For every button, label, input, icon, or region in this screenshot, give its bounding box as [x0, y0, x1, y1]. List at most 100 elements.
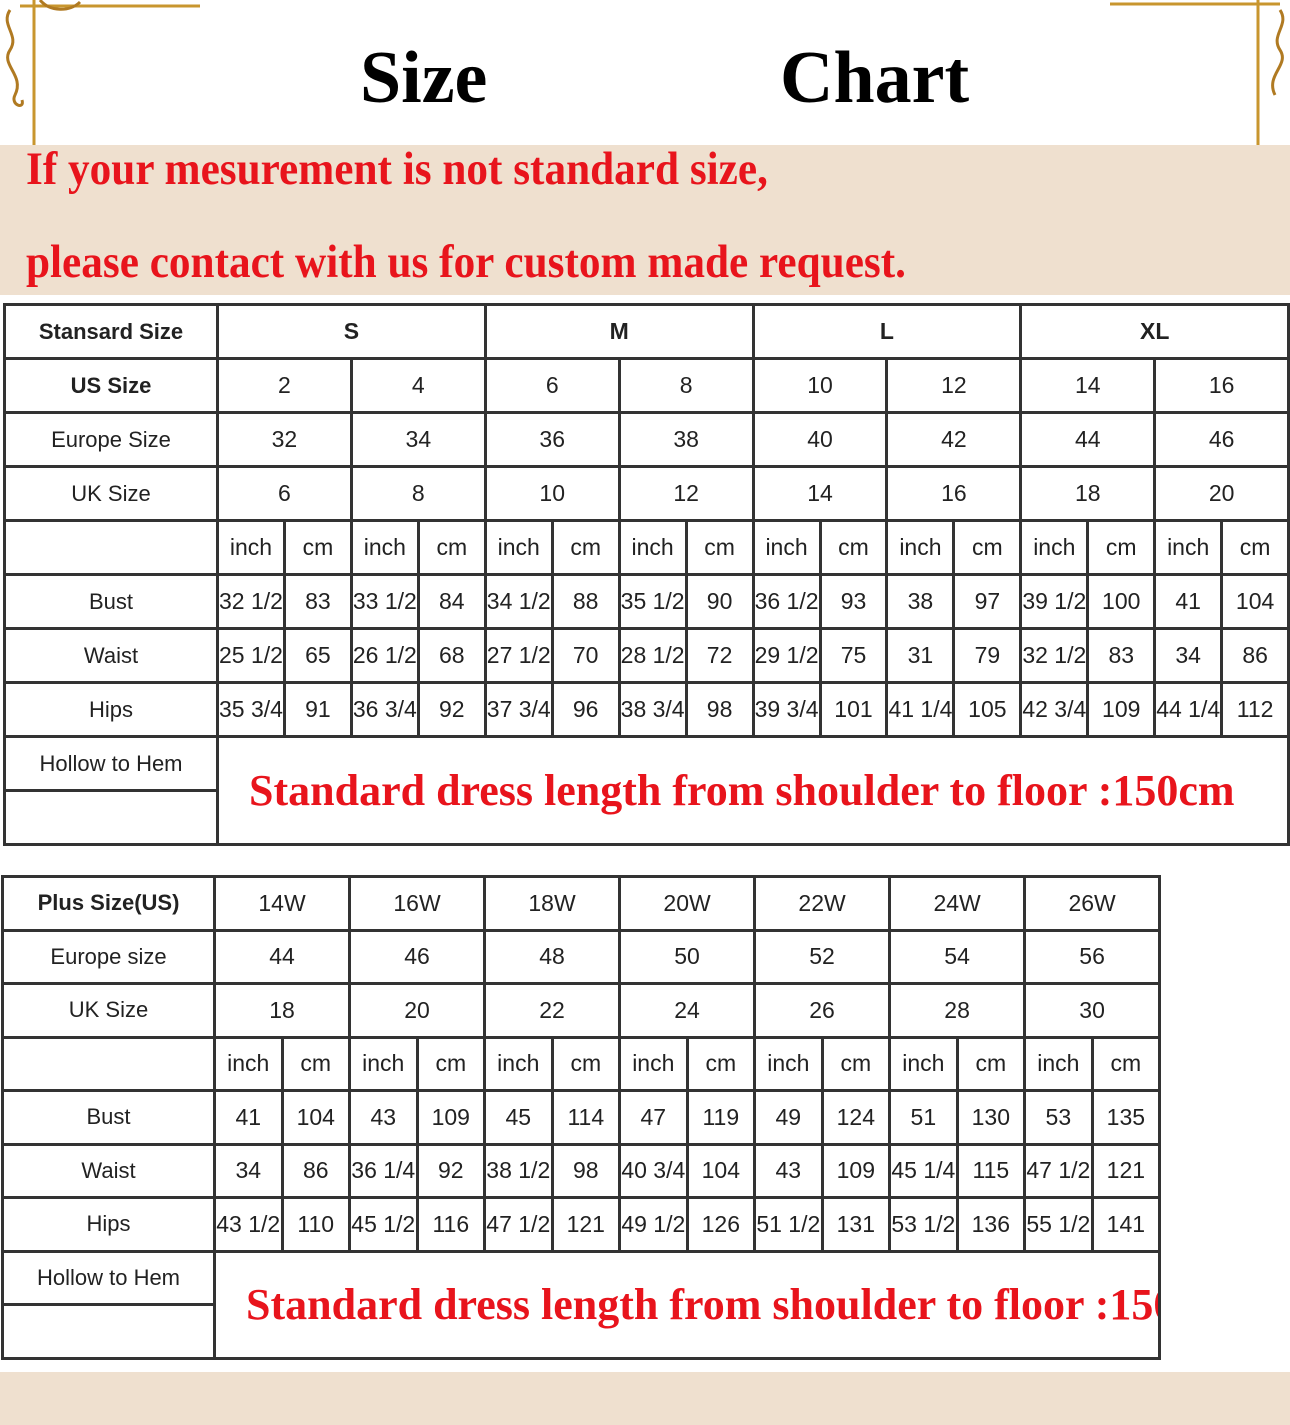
measure-value: 115: [955, 1142, 1027, 1199]
row-label: Stansard Size: [3, 303, 219, 360]
row-label: UK Size: [3, 465, 219, 522]
measure-value: 36 1/4: [348, 1142, 419, 1199]
measure-value: 36 1/2: [751, 573, 822, 630]
measure-value: 43 1/2: [213, 1196, 284, 1253]
size-value: 8: [617, 357, 755, 414]
row-label: [1, 1303, 216, 1360]
row-label: Hollow to Hem: [1, 1249, 216, 1306]
size-value: 10: [751, 357, 889, 414]
length-note: Standard dress length from shoulder to f…: [212, 1249, 1162, 1360]
row-label: Plus Size(US): [1, 875, 216, 932]
row-label: Bust: [1, 1089, 216, 1146]
measure-value: 47: [618, 1089, 689, 1146]
measure-value: 34: [1153, 627, 1224, 684]
unit-row: inch cm inch cm inch cm inch cm inch cm inch cm inch…: [1, 1035, 1289, 1092]
measure-value: 35 3/4: [216, 681, 286, 738]
measure-value: 130: [955, 1089, 1027, 1146]
measure-value: 114: [550, 1089, 622, 1146]
size-value: 32: [216, 411, 353, 468]
measure-value: 53 1/2: [888, 1196, 959, 1253]
row-label: Europe Size: [3, 411, 219, 468]
measure-value: 40 3/4: [618, 1142, 689, 1199]
size-value: 24: [618, 982, 757, 1039]
measure-row-bust: Bust 41 104 43 109 45 114 47 119 49 124 51 130 53 135: [1, 1089, 1289, 1146]
size-value: 48: [483, 928, 622, 985]
measure-value: 45 1/2: [348, 1196, 419, 1253]
unit-cm: cm: [1090, 1035, 1162, 1092]
unit-inch: inch: [1023, 1035, 1094, 1092]
measure-value: 38: [885, 573, 956, 630]
unit-cm: cm: [282, 519, 353, 576]
size-value: 2: [216, 357, 353, 414]
row-label: Waist: [3, 627, 219, 684]
standard-size-table: Stansard Size S M L XL US Size 2 4 6 8 10 12 14 16 Eur…: [3, 303, 1290, 846]
size-value: 40: [751, 411, 889, 468]
measure-value: 34 1/2: [483, 573, 554, 630]
unit-cm: cm: [685, 1035, 757, 1092]
unit-inch: inch: [348, 1035, 419, 1092]
hollow-row: Hollow to Hem Standard dress length from …: [1, 1249, 1289, 1360]
measure-value: 45 1/4: [888, 1142, 959, 1199]
measure-value: 110: [280, 1196, 352, 1253]
measure-value: 43: [753, 1142, 824, 1199]
unit-row: inch cm inch cm inch cm inch cm inch cm inch cm inch…: [3, 519, 1290, 576]
unit-cm: cm: [820, 1035, 892, 1092]
hollow-row: Hollow to Hem Standard dress length from …: [3, 735, 1290, 846]
measure-value: 91: [282, 681, 353, 738]
unit-cm: cm: [818, 519, 889, 576]
row-label: Hips: [3, 681, 219, 738]
measure-value: 86: [1220, 627, 1290, 684]
size-value: 14W: [212, 875, 352, 932]
measure-value: 47 1/2: [483, 1196, 554, 1253]
plus-size-table: Plus Size(US) 14W 16W 18W 20W 22W 24W 26W Europe…: [1, 875, 1289, 1360]
size-group-header: L: [751, 303, 1023, 360]
unit-cm: cm: [280, 1035, 352, 1092]
uk-size-row: UK Size 6 8 10 12 14 16 18 20: [3, 465, 1290, 522]
us-size-row: US Size 2 4 6 8 10 12 14 16: [3, 357, 1290, 414]
measure-row-hips: Hips 35 3/4 91 36 3/4 92 37 3/4 96 38 3/4 98 39 3…: [3, 681, 1290, 738]
unit-inch: inch: [1019, 519, 1090, 576]
measure-value: 47 1/2: [1023, 1142, 1094, 1199]
measure-value: 51: [888, 1089, 959, 1146]
row-label: Hollow to Hem: [3, 735, 219, 792]
us-size-row: Plus Size(US) 14W 16W 18W 20W 22W 24W 26W: [1, 875, 1289, 932]
unit-inch: inch: [483, 1035, 554, 1092]
unit-inch: inch: [888, 1035, 959, 1092]
measure-value: 83: [282, 573, 353, 630]
size-group-header: XL: [1019, 303, 1290, 360]
measure-value: 28 1/2: [617, 627, 688, 684]
measure-value: 32 1/2: [216, 573, 286, 630]
measure-value: 92: [415, 1142, 487, 1199]
unit-inch: inch: [216, 519, 286, 576]
row-label: [3, 519, 219, 576]
measure-row-hips: Hips 43 1/2 110 45 1/2 116 47 1/2 121 49 1/2 126…: [1, 1196, 1289, 1253]
size-value: 16W: [348, 875, 487, 932]
size-group-header: S: [216, 303, 487, 360]
measure-value: 42 3/4: [1019, 681, 1090, 738]
measure-row-waist: Waist 25 1/2 65 26 1/2 68 27 1/2 70 28 1/2 72 29 …: [3, 627, 1290, 684]
size-value: 44: [212, 928, 352, 985]
measure-value: 27 1/2: [483, 627, 554, 684]
size-value: 8: [349, 465, 487, 522]
measure-value: 101: [818, 681, 889, 738]
measure-value: 26 1/2: [349, 627, 420, 684]
measure-value: 98: [684, 681, 755, 738]
unit-inch: inch: [885, 519, 956, 576]
unit-cm: cm: [415, 1035, 487, 1092]
measure-value: 109: [415, 1089, 487, 1146]
row-label: Hips: [1, 1196, 216, 1253]
size-value: 24W: [888, 875, 1027, 932]
size-value: 26: [753, 982, 892, 1039]
europe-size-row: Europe Size 32 34 36 38 40 42 44 46: [3, 411, 1290, 468]
size-value: 10: [483, 465, 621, 522]
measure-value: 37 3/4: [483, 681, 554, 738]
measure-value: 141: [1090, 1196, 1162, 1253]
measure-value: 34: [213, 1142, 284, 1199]
measure-value: 45: [483, 1089, 554, 1146]
measure-value: 39 1/2: [1019, 573, 1090, 630]
unit-inch: inch: [618, 1035, 689, 1092]
measure-value: 29 1/2: [751, 627, 822, 684]
notice-line-1: If your mesurement is not standard size,: [26, 143, 768, 195]
size-value: 14: [1019, 357, 1157, 414]
measure-row-waist: Waist 34 86 36 1/4 92 38 1/2 98 40 3/4 104 43 109 4…: [1, 1142, 1289, 1199]
